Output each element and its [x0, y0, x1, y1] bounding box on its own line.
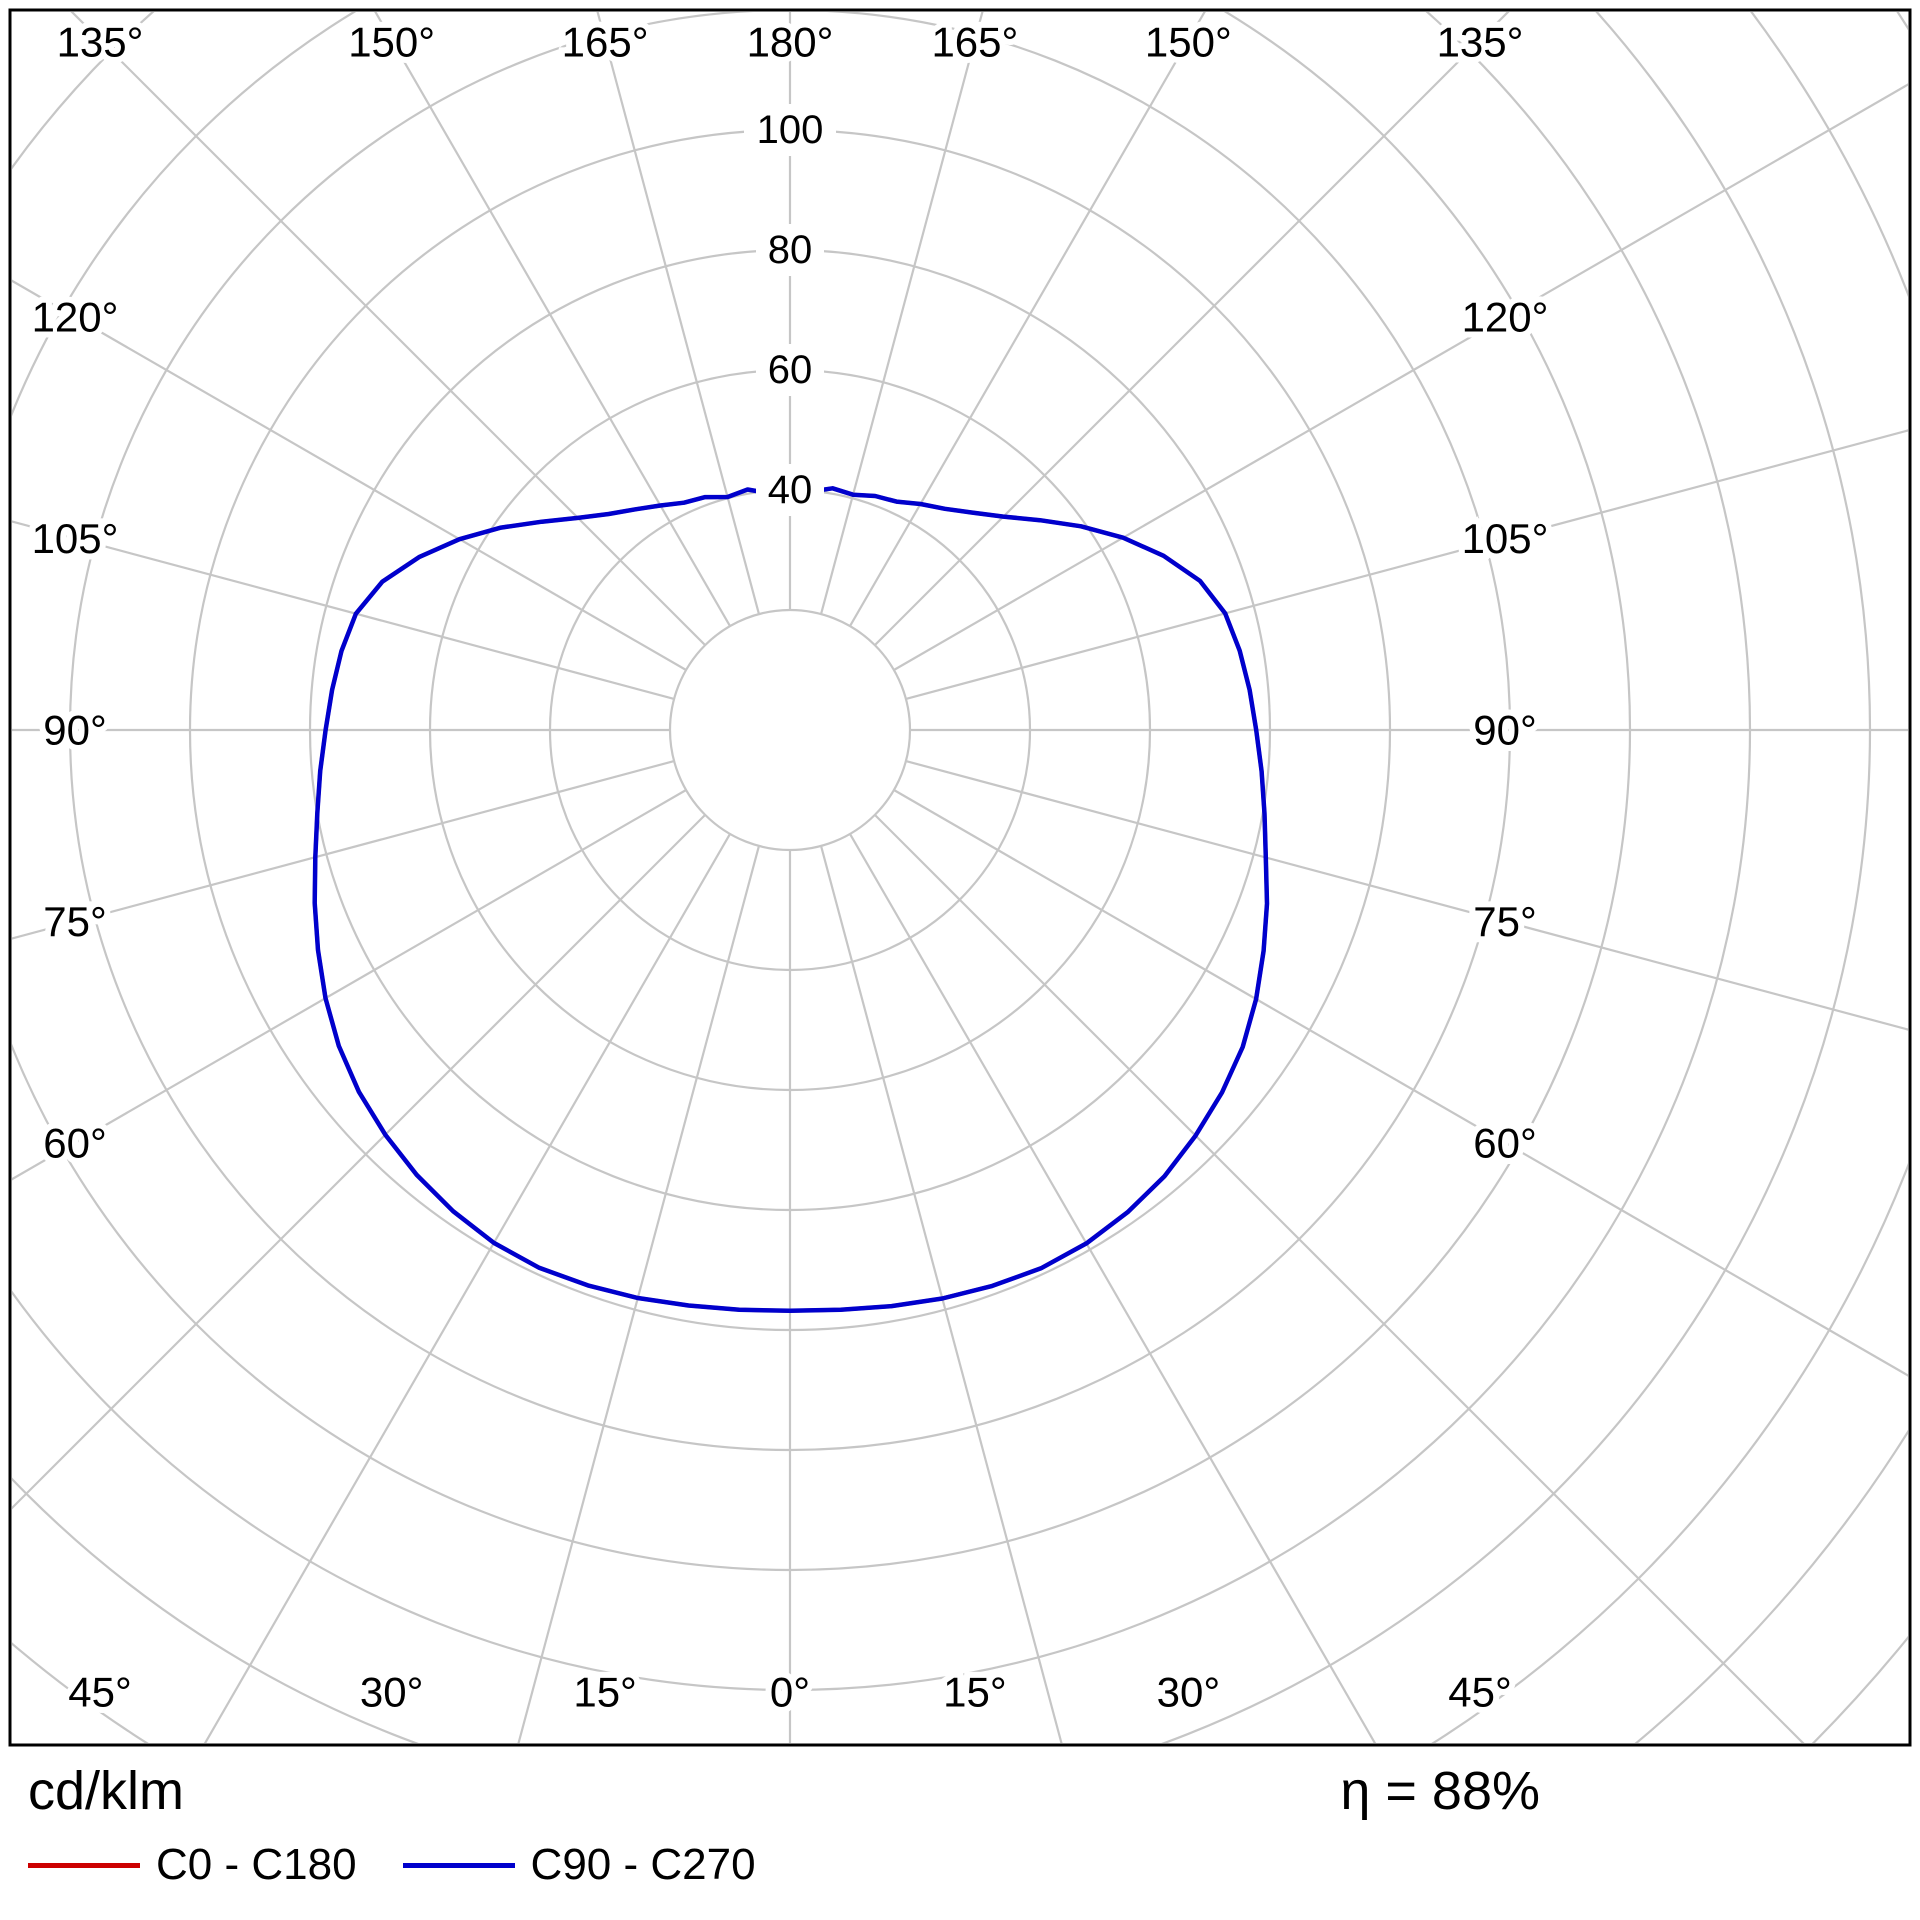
grid-ring	[668, 608, 912, 852]
angle-label: 45°	[68, 1669, 132, 1716]
grid-spoke	[893, 83, 1908, 671]
grid-spoke	[596, 12, 761, 615]
angle-label: 90°	[43, 707, 107, 754]
efficiency-value: η = 88%	[1340, 1761, 1540, 1821]
grid-spoke	[874, 12, 1510, 646]
tick-label-backing	[756, 464, 824, 516]
angle-label: 135°	[57, 19, 144, 66]
legend-line-swatch	[402, 1862, 515, 1868]
tick-label-backing	[756, 224, 824, 276]
grid-spoke	[12, 759, 675, 940]
grid-spoke	[203, 833, 731, 1743]
angle-label: 30°	[1157, 1669, 1221, 1716]
legend-label: C0 - C180	[156, 1840, 357, 1889]
radial-tick-labels: 40 60 80 100	[744, 104, 836, 516]
legend-line-swatch	[28, 1862, 140, 1868]
grid-spoke	[12, 789, 687, 1181]
grid-spoke	[905, 429, 1908, 701]
angle-label: 105°	[32, 515, 119, 562]
angle-label: 165°	[562, 19, 649, 66]
grid-spoke	[849, 833, 1377, 1743]
angle-label: 165°	[931, 19, 1018, 66]
angle-label: 75°	[43, 898, 107, 945]
curve-C90-C270	[312, 486, 1270, 1314]
legend-item: C90 - C270	[402, 1840, 756, 1890]
grid-spoke	[12, 814, 706, 1510]
angle-label: 15°	[573, 1669, 637, 1716]
angle-labels: 0° 15° 15° 30° 30° 45° 45° 60° 60° 75° 75° 90° 90° 10…	[26, 13, 1555, 1722]
tick-label-backing	[744, 104, 836, 156]
grid-spoke	[70, 12, 706, 646]
angle-label: 60°	[43, 1119, 107, 1166]
grid-spoke	[819, 845, 1063, 1743]
unit-label: cd/klm	[28, 1761, 185, 1821]
angle-label: 15°	[943, 1669, 1007, 1716]
angle-label: 30°	[360, 1669, 424, 1716]
grid-spoke	[874, 814, 1805, 1743]
radial-tick-label: 80	[768, 228, 813, 272]
plot-border	[8, 8, 1912, 1747]
grid-spoke	[819, 12, 984, 615]
grid-ring	[12, 12, 1751, 1691]
tick-label-backing	[756, 344, 824, 396]
grid-spoke	[12, 520, 675, 701]
angle-label: 135°	[1437, 19, 1524, 66]
distribution-curves	[312, 486, 1270, 1314]
angle-label: 60°	[1473, 1119, 1537, 1166]
angle-label: 90°	[1473, 707, 1537, 754]
legend-item: C0 - C180	[28, 1840, 357, 1890]
angle-label: 120°	[32, 294, 119, 341]
grid-spoke	[517, 845, 761, 1743]
legend-label: C90 - C270	[530, 1840, 756, 1889]
angle-label: 75°	[1473, 898, 1537, 945]
grid-spoke	[905, 759, 1908, 1031]
angle-label: 150°	[348, 19, 435, 66]
grid-spoke	[374, 12, 731, 627]
legend: C0 - C180 C90 - C270	[28, 1840, 756, 1890]
radial-tick-label: 60	[768, 348, 813, 392]
grid-spoke	[12, 279, 687, 671]
angle-label: 105°	[1462, 515, 1549, 562]
radial-tick-label: 100	[757, 108, 824, 152]
grid-spoke	[849, 12, 1206, 627]
radial-tick-label: 40	[768, 468, 813, 512]
angle-label: 45°	[1448, 1669, 1512, 1716]
grid-spoke	[893, 789, 1908, 1377]
angle-label: 180°	[747, 19, 834, 66]
angle-label: 0°	[770, 1669, 810, 1716]
angle-label: 120°	[1462, 294, 1549, 341]
angle-label: 150°	[1145, 19, 1232, 66]
